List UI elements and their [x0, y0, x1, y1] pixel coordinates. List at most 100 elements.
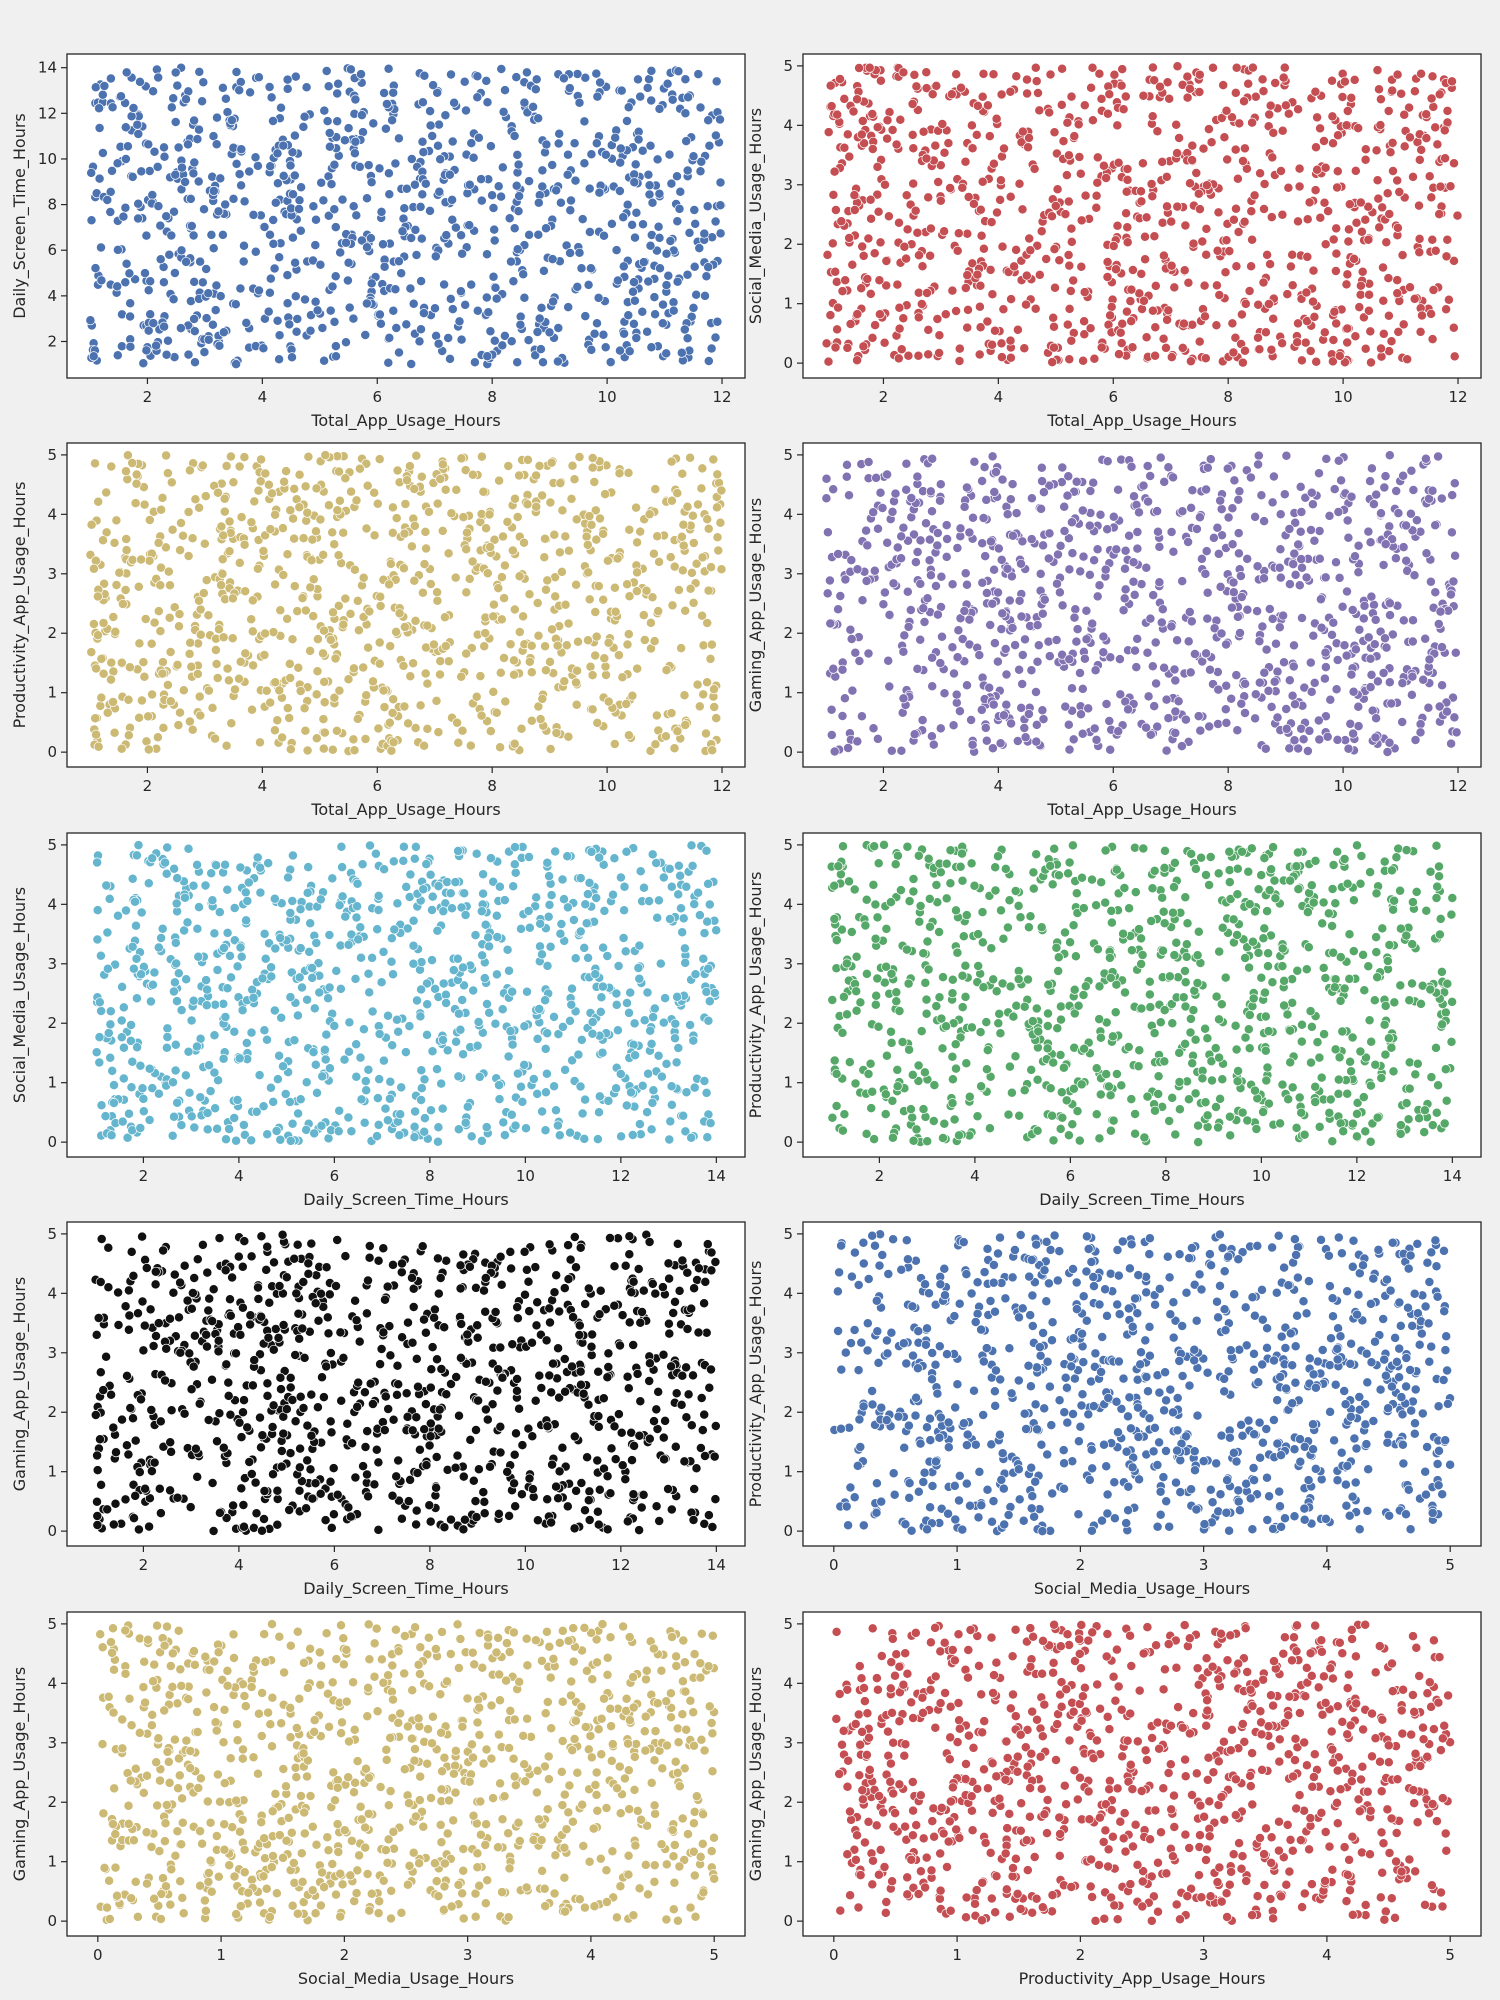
data-point	[1132, 527, 1143, 537]
data-point	[207, 319, 218, 330]
data-point	[351, 210, 362, 221]
data-point	[852, 309, 863, 320]
data-point	[212, 673, 223, 683]
data-point	[1061, 170, 1072, 181]
data-point	[373, 1119, 384, 1130]
data-point	[1126, 316, 1137, 327]
data-point	[1360, 144, 1371, 155]
data-point	[319, 355, 330, 366]
data-point	[374, 1029, 385, 1039]
data-point	[703, 262, 714, 273]
data-point	[1136, 196, 1147, 207]
data-point	[1289, 640, 1299, 651]
data-point	[978, 513, 989, 523]
data-point	[1211, 280, 1222, 291]
data-point	[88, 563, 99, 574]
data-point	[526, 640, 537, 651]
data-point	[646, 342, 657, 353]
data-point	[120, 154, 131, 164]
data-point	[1437, 642, 1447, 653]
data-point	[508, 881, 519, 892]
data-point	[1377, 202, 1388, 213]
data-point	[1170, 706, 1181, 717]
data-point	[1205, 454, 1216, 465]
data-point	[1142, 647, 1153, 658]
data-point	[318, 714, 329, 725]
data-point	[928, 739, 939, 750]
data-point	[1364, 289, 1375, 300]
data-point	[214, 907, 225, 918]
data-point	[214, 624, 224, 635]
data-point	[1026, 534, 1037, 545]
data-point	[896, 553, 907, 564]
data-point	[1426, 93, 1437, 104]
data-point	[1030, 62, 1041, 73]
data-point	[176, 245, 187, 256]
data-point	[544, 899, 555, 910]
data-point	[274, 1050, 285, 1061]
data-point	[420, 178, 431, 189]
data-point	[1268, 313, 1279, 324]
data-point	[545, 941, 556, 952]
data-point	[610, 132, 621, 143]
data-point	[541, 1068, 552, 1079]
data-point	[107, 1065, 118, 1076]
data-point	[1232, 725, 1243, 736]
data-point	[147, 190, 158, 200]
data-point	[105, 207, 116, 217]
data-point	[1270, 78, 1281, 88]
data-point	[884, 681, 895, 692]
data-point	[1319, 327, 1330, 338]
data-point	[874, 309, 885, 320]
data-point	[1290, 699, 1300, 710]
data-point	[1308, 265, 1319, 276]
data-point	[1323, 206, 1334, 217]
data-point	[398, 855, 409, 866]
data-point	[1329, 306, 1340, 317]
x-tick-label: 2	[143, 388, 153, 406]
data-point	[689, 261, 700, 272]
data-point	[315, 259, 326, 270]
data-point	[350, 136, 361, 147]
data-point	[1443, 294, 1454, 305]
data-point	[1017, 650, 1028, 660]
data-point	[1354, 302, 1365, 313]
data-point	[1372, 175, 1383, 186]
data-point	[844, 233, 855, 243]
data-point	[825, 80, 836, 91]
data-point	[499, 653, 509, 663]
data-point	[661, 280, 672, 291]
data-point	[1425, 576, 1436, 587]
data-point	[576, 1034, 587, 1045]
data-point	[586, 846, 597, 857]
data-point	[126, 1020, 137, 1030]
data-point	[90, 263, 101, 274]
data-point	[343, 939, 354, 950]
data-point	[211, 139, 222, 150]
data-point	[231, 67, 242, 77]
data-point	[138, 358, 149, 369]
data-point	[439, 612, 450, 623]
data-point	[1102, 257, 1113, 267]
data-point	[333, 1126, 344, 1137]
data-point	[186, 661, 197, 672]
data-point	[1434, 89, 1445, 100]
data-point	[289, 533, 300, 544]
data-point	[1212, 522, 1223, 533]
data-point	[935, 479, 946, 490]
data-point	[382, 1115, 393, 1126]
data-point	[881, 256, 892, 266]
data-point	[356, 1094, 367, 1105]
data-point	[569, 138, 580, 149]
data-point	[580, 311, 591, 322]
data-point	[378, 239, 388, 250]
data-point	[1049, 127, 1060, 138]
data-point	[1250, 689, 1261, 700]
data-point	[432, 87, 443, 98]
data-point	[1322, 731, 1333, 742]
data-point	[606, 218, 617, 229]
data-point	[1260, 743, 1271, 754]
data-point	[660, 993, 671, 1004]
data-point	[633, 74, 643, 85]
data-point	[153, 537, 164, 548]
